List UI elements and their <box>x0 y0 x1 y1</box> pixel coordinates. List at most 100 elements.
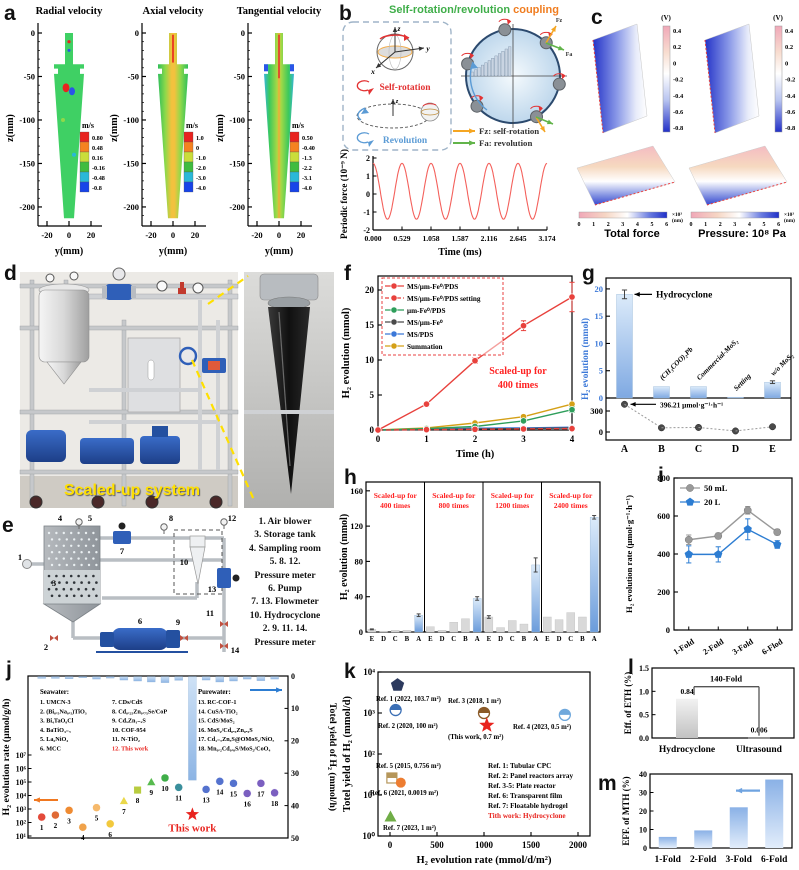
legend-line: 3. Storage tank <box>254 530 316 541</box>
svg-text:2-Fold: 2-Fold <box>701 637 725 657</box>
svg-text:-0.6: -0.6 <box>673 109 684 116</box>
svg-text:Eff. of ETH (%): Eff. of ETH (%) <box>623 672 633 735</box>
svg-text:16: 16 <box>244 800 252 808</box>
svg-text:3-Fold: 3-Fold <box>726 855 753 865</box>
svg-text:Fz: self-rotation: Fz: self-rotation <box>479 126 539 136</box>
panel-label-j: j <box>6 658 12 681</box>
svg-text:2: 2 <box>44 642 48 652</box>
svg-text:1.0: 1.0 <box>196 135 204 142</box>
svg-text:Fz: Fz <box>556 18 563 24</box>
svg-text:0.2: 0.2 <box>785 44 793 51</box>
svg-text:0: 0 <box>599 427 603 437</box>
svg-text:y(mm): y(mm) <box>265 246 293 257</box>
panel-label-g: g <box>582 262 595 285</box>
svg-text:D: D <box>732 444 739 455</box>
svg-text:160: 160 <box>350 486 363 496</box>
svg-text:1000: 1000 <box>475 840 494 850</box>
svg-text:6: 6 <box>777 222 780 226</box>
svg-text:A: A <box>416 636 421 643</box>
svg-text:0.2: 0.2 <box>673 44 681 51</box>
svg-text:-4.0: -4.0 <box>302 185 312 192</box>
svg-text:3.174: 3.174 <box>538 234 555 243</box>
svg-text:(nm): (nm) <box>784 217 795 224</box>
svg-text:Periodic force (10⁻⁹ N): Periodic force (10⁻⁹ N) <box>339 149 350 239</box>
svg-text:0.50: 0.50 <box>302 135 313 142</box>
svg-text:Hydrocyclone: Hydrocyclone <box>656 290 712 300</box>
svg-text:7: 7 <box>122 808 126 816</box>
svg-text:EFF. of MTH (%): EFF. of MTH (%) <box>621 776 631 845</box>
svg-text:0: 0 <box>666 625 670 635</box>
svg-text:(nm): (nm) <box>672 217 683 224</box>
svg-text:-4.0: -4.0 <box>196 185 206 192</box>
svg-text:11: 11 <box>175 794 182 802</box>
legend-line: 2. 9. 11. 14. <box>262 624 308 635</box>
svg-text:Radial velocity: Radial velocity <box>36 6 104 17</box>
svg-text:40: 40 <box>291 801 299 810</box>
svg-text:-0.8: -0.8 <box>92 185 102 192</box>
svg-text:6: 6 <box>665 222 668 226</box>
svg-text:-20: -20 <box>41 230 52 240</box>
svg-text:16. MoS₂/Cd₀.₅Zn₀.₅S: 16. MoS₂/Cd₀.₅Zn₀.₅S <box>198 727 253 734</box>
svg-text:10: 10 <box>365 355 375 365</box>
scaleup-bar-chart: 0 40 80 120 160 H₂ evolution (mmol) Scaled-up … <box>339 481 601 643</box>
svg-text:0.529: 0.529 <box>393 234 410 243</box>
rate-line-chart: 0 200 400 600 800 H₂ evolution rate (μmol·g⁻¹… <box>624 473 793 657</box>
svg-text:1.5: 1.5 <box>639 664 649 673</box>
svg-text:B: B <box>522 636 527 643</box>
title-accent: coupling <box>510 4 559 16</box>
svg-text:6: 6 <box>138 616 142 626</box>
svg-text:1200 times: 1200 times <box>495 501 529 510</box>
svg-text:0: 0 <box>643 844 647 853</box>
caption-total-force: Total force <box>604 228 660 240</box>
svg-text:0: 0 <box>196 145 199 152</box>
svg-text:Hydrocyclone: Hydrocyclone <box>659 745 715 755</box>
svg-text:Scaled-up for: Scaled-up for <box>549 491 593 500</box>
svg-text:Revolution: Revolution <box>383 136 428 146</box>
svg-text:This work: This work <box>168 822 217 834</box>
svg-text:3: 3 <box>67 817 71 825</box>
system-photo <box>19 267 334 509</box>
svg-text:30: 30 <box>639 789 647 798</box>
panel-a-velocity-contours: a Radial velocity 0 -50 -100 -150 -200 -20 0 20 y… <box>2 0 335 270</box>
svg-text:5: 5 <box>370 390 375 400</box>
svg-text:m/s: m/s <box>186 121 198 130</box>
svg-text:10: 10 <box>180 557 189 567</box>
svg-text:400 times: 400 times <box>380 501 410 510</box>
svg-text:396.21 μmol·g⁻¹·h⁻¹: 396.21 μmol·g⁻¹·h⁻¹ <box>660 400 723 409</box>
svg-text:1: 1 <box>704 222 707 226</box>
svg-text:-3.1: -3.1 <box>302 175 312 182</box>
svg-text:3: 3 <box>521 434 526 444</box>
svg-text:-0.16: -0.16 <box>92 165 105 172</box>
svg-text:H₂ evolution rate (μmol·g⁻¹·h⁻: H₂ evolution rate (μmol·g⁻¹·h⁻¹) <box>624 495 634 613</box>
panel-f-h2-evolution: f 0 5 10 15 20 0 1 2 3 4 Time (h) H₂ evolution (mmo… <box>338 262 584 462</box>
svg-text:12. This work: 12. This work <box>112 746 149 753</box>
svg-text:9: 9 <box>176 617 180 627</box>
panel-k-reactor-comparison: k 10⁴ 10³ 10² 10¹ 10⁰ 0 500 1000 1500 2000 H₂ evol… <box>338 658 622 870</box>
svg-text:Ref. 2 (2020, 100 m²): Ref. 2 (2020, 100 m²) <box>378 723 438 730</box>
svg-text:-0.4: -0.4 <box>785 93 796 100</box>
svg-text:E: E <box>487 636 492 643</box>
svg-text:-0.8: -0.8 <box>785 125 796 132</box>
svg-text:0.000: 0.000 <box>364 234 381 243</box>
svg-text:-1: -1 <box>363 208 370 217</box>
svg-text:Ref. 1 (2022, 103.7 m²): Ref. 1 (2022, 103.7 m²) <box>376 696 441 703</box>
panel-label-a: a <box>4 2 16 25</box>
svg-text:1-Fold: 1-Fold <box>672 637 696 657</box>
svg-text:Ref. 3-5: Plate reactor: Ref. 3-5: Plate reactor <box>488 782 557 790</box>
svg-text:0: 0 <box>277 230 281 240</box>
panel-b-title: Self-rotation/revolution coupling <box>363 4 585 16</box>
svg-text:Ref. 2: Panel reactors array: Ref. 2: Panel reactors array <box>488 772 573 780</box>
svg-text:H₂ evolution (mmol): H₂ evolution (mmol) <box>339 514 350 600</box>
svg-text:E: E <box>545 636 550 643</box>
svg-text:-100: -100 <box>19 115 35 125</box>
svg-text:2: 2 <box>473 434 478 444</box>
svg-text:5: 5 <box>88 513 92 523</box>
svg-text:-0.40: -0.40 <box>302 145 315 152</box>
svg-text:-2.2: -2.2 <box>302 165 312 172</box>
svg-text:0: 0 <box>690 222 693 226</box>
svg-text:Totel yield of H₂ (mmol/d): Totel yield of H₂ (mmol/d) <box>342 696 353 812</box>
svg-text:9: 9 <box>150 789 154 797</box>
svg-text:400 times: 400 times <box>498 380 538 391</box>
svg-text:7: 7 <box>120 546 125 556</box>
